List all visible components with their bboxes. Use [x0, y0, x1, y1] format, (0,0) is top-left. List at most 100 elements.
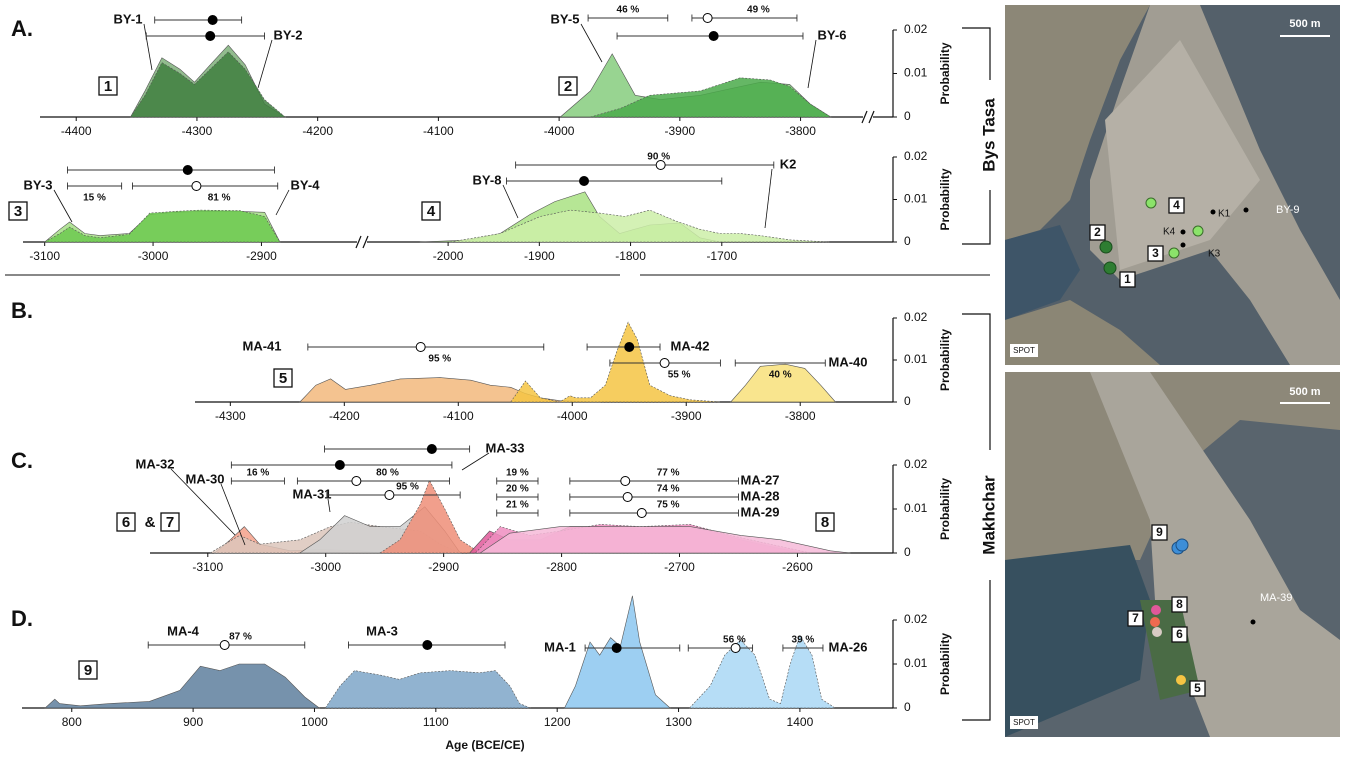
x-tick-label: -3900: [671, 409, 702, 423]
y-tick-label: 0.01: [904, 192, 928, 206]
label-pointer: [221, 484, 245, 545]
map-box-label: 4: [1173, 198, 1180, 212]
x-tick-label: -2600: [782, 560, 813, 574]
density-area: [690, 635, 836, 708]
interval-percent: 87 %: [229, 632, 252, 643]
x-axis-label: Age (BCE/CE): [445, 738, 524, 752]
series-label: MA-29: [740, 504, 779, 519]
x-tick-label: -4300: [182, 124, 213, 138]
density-area: [300, 378, 601, 402]
interval-percent: 20 %: [506, 484, 529, 495]
site-box-label: 7: [166, 514, 174, 531]
interval-percent: 75 %: [657, 500, 680, 511]
y-tick-label: 0.02: [904, 22, 928, 36]
y-axis-label: Probability: [938, 329, 952, 391]
interval-mean: [623, 493, 632, 502]
x-tick-label: -3900: [664, 124, 695, 138]
map-box-label: 3: [1152, 246, 1159, 260]
x-tick-label: -3800: [785, 124, 816, 138]
x-tick-label: -2700: [664, 560, 695, 574]
y-tick-label: 0: [904, 700, 911, 714]
x-tick-label: 1400: [787, 715, 814, 729]
x-tick-label: -4000: [544, 124, 575, 138]
interval-mean: [580, 177, 589, 186]
label-pointer: [765, 169, 772, 228]
interval-mean: [192, 182, 201, 191]
y-tick-label: 0.01: [904, 66, 928, 80]
series-label: MA-41: [242, 338, 281, 353]
site-box-label: 3: [14, 203, 22, 220]
interval-mean: [183, 166, 192, 175]
x-tick-label: -2900: [246, 249, 277, 263]
y-tick-label: 0.02: [904, 612, 928, 626]
map-box-label: 1: [1124, 272, 1131, 286]
interval-percent: 49 %: [747, 5, 770, 16]
map-box-label: 9: [1156, 525, 1163, 539]
y-axis-label: Probability: [938, 168, 952, 230]
interval-mean: [220, 641, 229, 650]
panel-letter: C.: [11, 448, 33, 473]
y-tick-label: 0.02: [904, 457, 928, 471]
interval-percent: 95 %: [428, 354, 451, 365]
label-pointer: [503, 185, 518, 218]
interval-percent: 55 %: [668, 370, 691, 381]
x-tick-label: -4200: [302, 124, 333, 138]
site-label: Bys Tasa: [979, 98, 998, 172]
y-axis-label: Probability: [938, 42, 952, 104]
map-label: MA-39: [1260, 592, 1292, 604]
interval-mean: [621, 477, 630, 486]
series-label: MA-27: [740, 472, 779, 487]
y-tick-label: 0.01: [904, 352, 928, 366]
interval-percent: 40 %: [769, 370, 792, 381]
x-tick-label: -2800: [546, 560, 577, 574]
x-tick-label: -4300: [215, 409, 246, 423]
y-tick-label: 0.01: [904, 656, 928, 670]
density-area: [511, 322, 721, 402]
interval-mean: [352, 477, 361, 486]
label-pointer: [54, 190, 72, 222]
y-tick-label: 0.02: [904, 310, 928, 324]
interval-percent: 15 %: [83, 193, 106, 204]
series-label: MA-40: [828, 354, 867, 369]
interval-mean: [625, 343, 634, 352]
density-area: [325, 671, 530, 708]
x-tick-label: -3000: [138, 249, 169, 263]
interval-mean: [637, 509, 646, 518]
site-box-label: 6: [122, 514, 130, 531]
series-label: MA-42: [670, 338, 709, 353]
site-box-label: 4: [427, 203, 436, 220]
series-label: BY-1: [114, 11, 143, 26]
series-label: MA-26: [828, 639, 867, 654]
panel-letter: B.: [11, 298, 33, 323]
x-tick-label: -1900: [524, 249, 555, 263]
map-scale: 500 m: [1289, 386, 1320, 398]
site-label: Makhchar: [979, 475, 998, 555]
interval-percent: 81 %: [208, 193, 231, 204]
series-label: MA-32: [135, 456, 174, 471]
map-box-label: 5: [1194, 681, 1201, 695]
map-label: K1: [1218, 209, 1231, 220]
y-axis-label: Probability: [938, 633, 952, 695]
label-pointer: [808, 40, 816, 88]
x-tick-label: -1700: [706, 249, 737, 263]
series-label: BY-5: [551, 11, 580, 26]
x-tick-label: 800: [62, 715, 82, 729]
map-source: SPOT: [1013, 346, 1035, 355]
interval-mean: [208, 16, 217, 25]
interval-percent: 95 %: [396, 482, 419, 493]
map: [1005, 5, 1340, 365]
map-scale: 500 m: [1289, 18, 1320, 30]
interval-percent: 74 %: [657, 484, 680, 495]
map-box-label: 8: [1176, 597, 1183, 611]
interval-mean: [612, 644, 621, 653]
series-label: MA-4: [167, 623, 200, 638]
series-label: BY-8: [473, 172, 502, 187]
interval-mean: [660, 359, 669, 368]
map-label: BY-9: [1276, 204, 1299, 216]
series-label: BY-4: [291, 177, 321, 192]
series-label: K2: [780, 156, 797, 171]
x-tick-label: 1000: [301, 715, 328, 729]
x-tick-label: 900: [183, 715, 203, 729]
interval-mean: [709, 32, 718, 41]
series-label: MA-30: [185, 471, 224, 486]
